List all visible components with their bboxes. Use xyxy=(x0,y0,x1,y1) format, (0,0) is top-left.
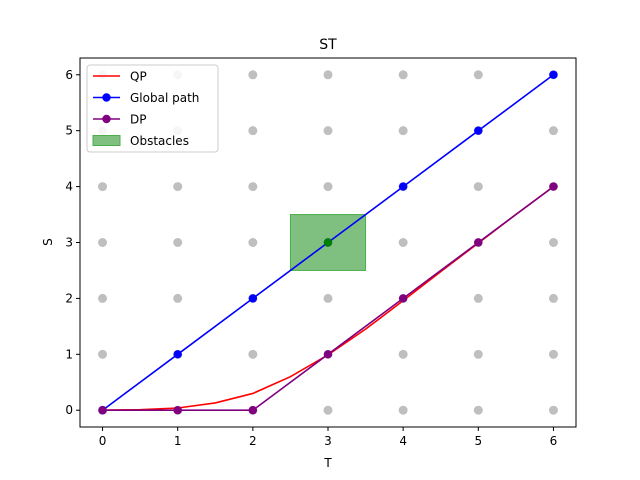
legend-label-qp: QP xyxy=(130,70,147,84)
grid-sample-point xyxy=(473,405,483,415)
x-tick-label: 1 xyxy=(174,434,182,448)
y-tick-label: 0 xyxy=(65,403,73,417)
grid-sample-point xyxy=(548,126,558,136)
dp-point xyxy=(248,406,258,415)
dp-point xyxy=(549,182,558,191)
grid-sample-point xyxy=(473,349,483,359)
legend-swatch-obstacles xyxy=(92,135,121,146)
grid-sample-point xyxy=(398,70,408,80)
grid-sample-point xyxy=(398,238,408,247)
highlight-point xyxy=(323,238,333,247)
grid-sample-point xyxy=(248,238,258,247)
grid-sample-point xyxy=(173,182,183,192)
global-path-point xyxy=(549,70,558,79)
y-tick-label: 6 xyxy=(65,68,73,82)
grid-sample-point xyxy=(548,238,558,247)
y-tick-label: 4 xyxy=(65,180,73,194)
x-tick-label: 3 xyxy=(324,434,332,448)
grid-sample-point xyxy=(248,182,258,192)
grid-sample-point xyxy=(398,405,408,415)
grid-sample-point xyxy=(323,405,333,415)
grid-sample-point xyxy=(98,182,108,192)
dp-point xyxy=(474,238,483,247)
dp-point xyxy=(323,350,333,359)
grid-sample-point xyxy=(323,182,333,192)
x-tick-label: 6 xyxy=(550,434,558,448)
legend-box xyxy=(86,64,219,153)
grid-sample-point xyxy=(173,238,183,247)
y-tick-label: 1 xyxy=(65,347,73,361)
global-path-point xyxy=(398,182,408,191)
global-path-point xyxy=(474,126,483,135)
grid-sample-point xyxy=(398,126,408,136)
global-path-point xyxy=(173,350,182,359)
x-tick-label: 5 xyxy=(474,434,482,448)
x-tick-label: 0 xyxy=(99,434,107,448)
x-tick-label: 4 xyxy=(399,434,407,448)
grid-sample-point xyxy=(248,126,258,136)
legend-label-global-path: Global path xyxy=(130,91,199,105)
global-path-point xyxy=(248,294,258,303)
grid-sample-point xyxy=(98,349,108,359)
y-axis-label: S xyxy=(41,238,55,246)
grid-sample-point xyxy=(248,349,258,359)
grid-sample-point xyxy=(548,293,558,303)
y-tick-label: 2 xyxy=(65,291,73,305)
legend-marker-dp xyxy=(102,114,111,124)
x-axis-label: T xyxy=(323,456,332,470)
x-tick-label: 2 xyxy=(249,434,257,448)
grid-sample-point xyxy=(173,293,183,303)
grid-sample-point xyxy=(473,293,483,303)
grid-sample-point xyxy=(323,126,333,136)
grid-sample-point xyxy=(323,70,333,80)
chart-title: ST xyxy=(319,37,337,53)
grid-sample-point xyxy=(473,182,483,192)
y-tick-label: 5 xyxy=(65,124,73,138)
grid-sample-point xyxy=(548,405,558,415)
dp-point xyxy=(98,406,107,415)
legend-marker-global-path xyxy=(102,93,111,102)
dp-point xyxy=(173,406,182,415)
dp-point xyxy=(398,294,408,303)
y-tick-label: 3 xyxy=(65,236,73,250)
grid-sample-point xyxy=(98,293,108,303)
grid-sample-point xyxy=(98,238,108,247)
grid-sample-point xyxy=(473,70,483,80)
legend-label-obstacles: Obstacles xyxy=(130,134,189,148)
grid-sample-point xyxy=(323,293,333,303)
grid-sample-point xyxy=(548,349,558,359)
grid-sample-point xyxy=(398,349,408,359)
grid-sample-point xyxy=(248,70,258,80)
legend-label-dp: DP xyxy=(130,113,146,127)
